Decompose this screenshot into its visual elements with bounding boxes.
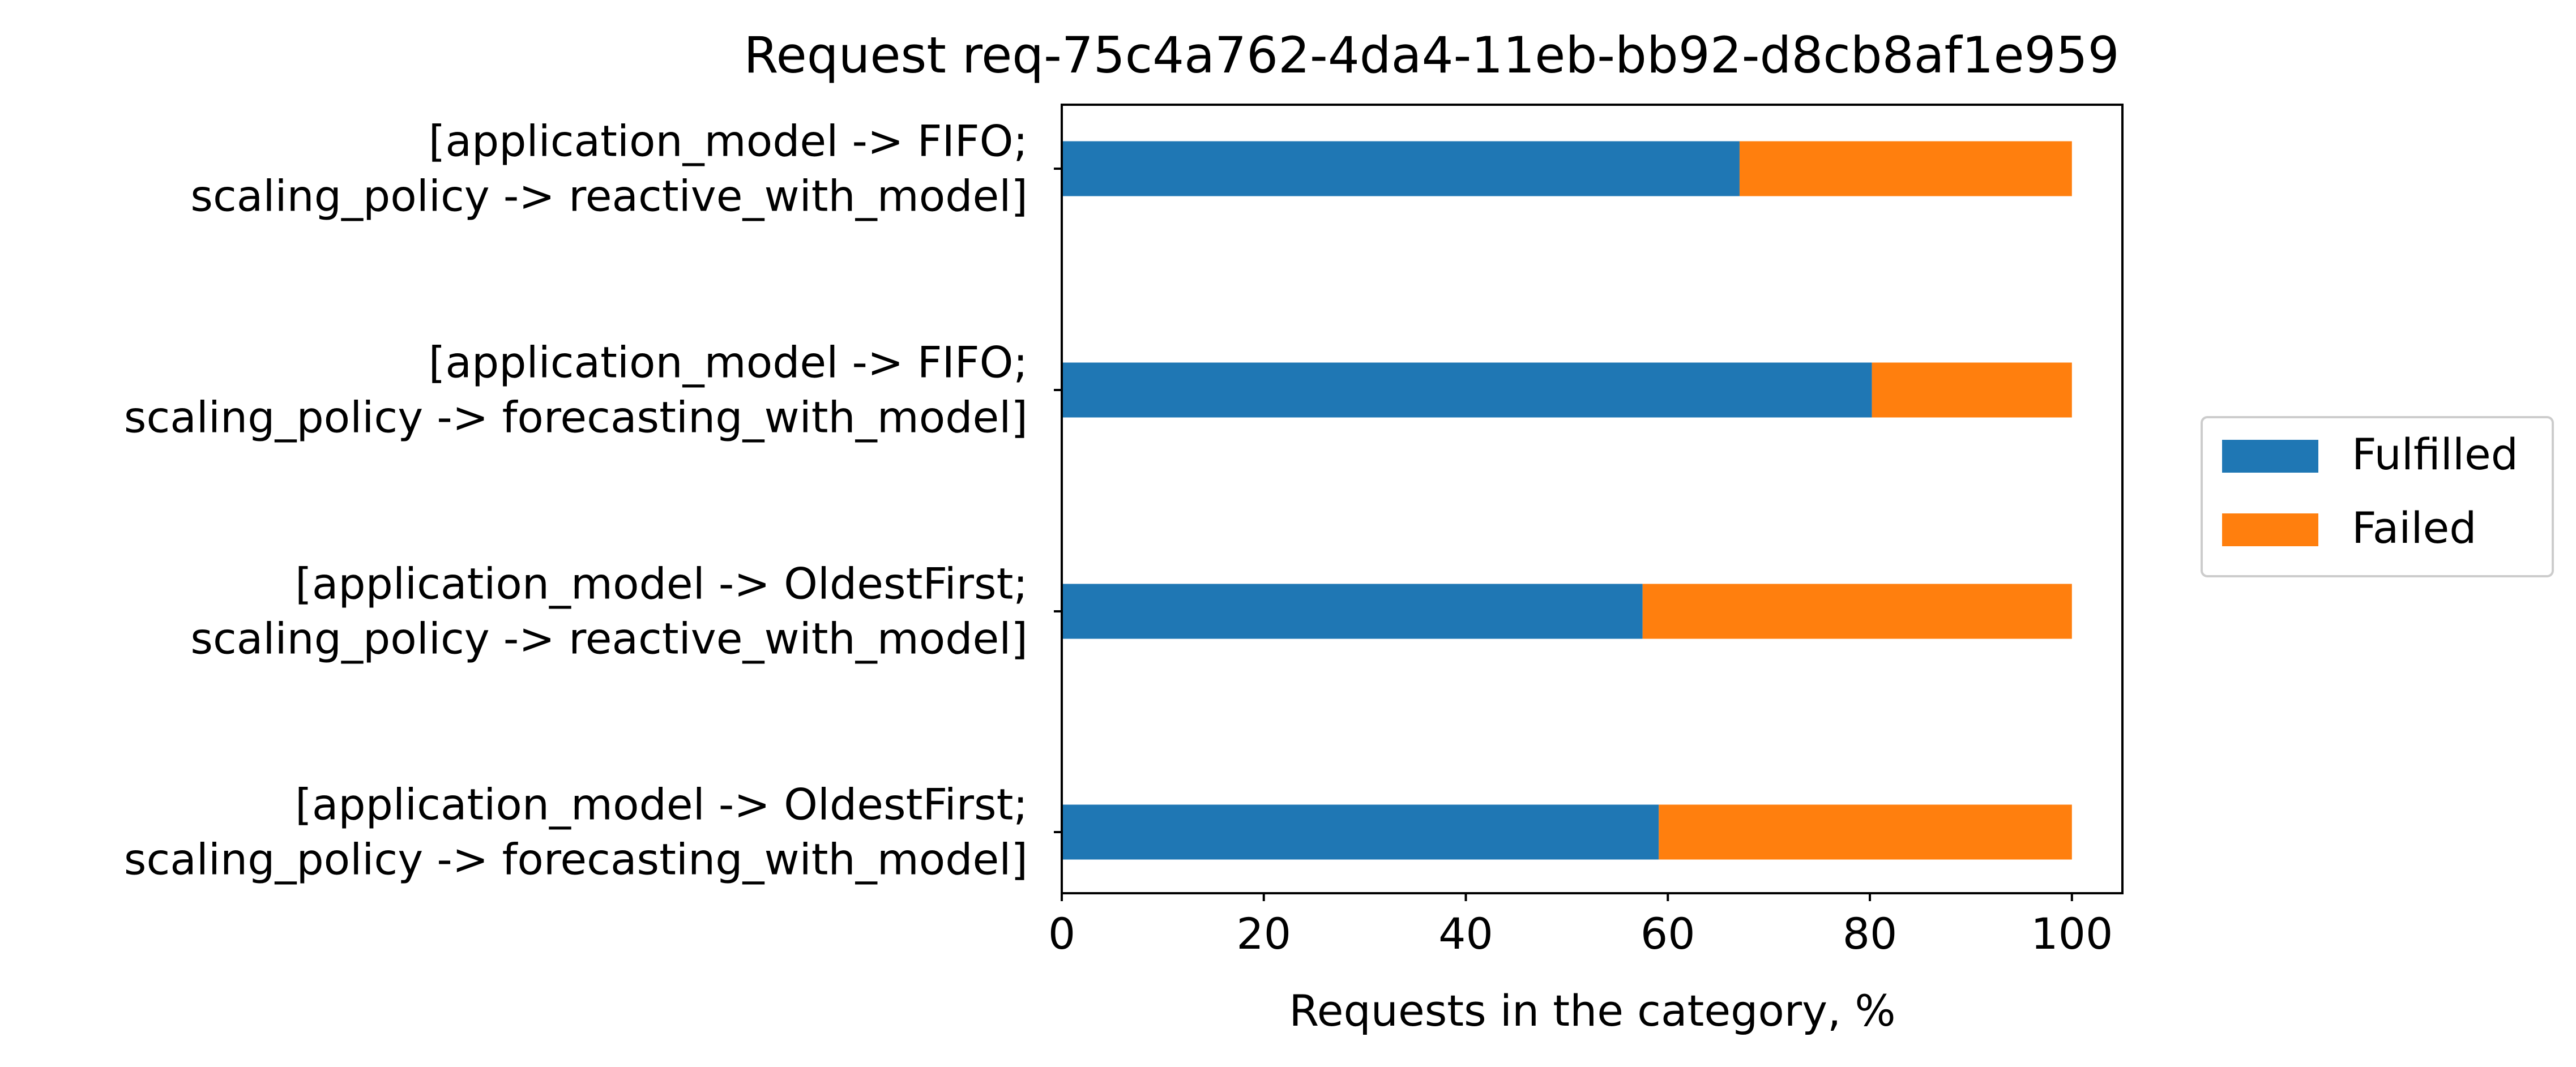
plot-frame xyxy=(1061,104,2124,894)
x-tick-label-100: 100 xyxy=(2031,909,2113,959)
x-tick-label-20: 20 xyxy=(1236,909,1291,959)
chart-title: Request req-75c4a762-4da4-11eb-bb92-d8cb… xyxy=(744,26,2119,84)
y-tick-label-2-line-1: [application_model -> FIFO; xyxy=(429,337,1028,388)
x-axis-label: Requests in the category, % xyxy=(1289,985,1895,1036)
y-tick-label-4-line-1: [application_model -> OldestFirst; xyxy=(295,779,1028,830)
y-tick-label-1-line-2: scaling_policy -> reactive_with_model] xyxy=(190,171,1028,221)
x-tick-label-60: 60 xyxy=(1641,909,1695,959)
y-tick-label-2-line-2: scaling_policy -> forecasting_with_model… xyxy=(124,392,1028,443)
legend-label-fulfilled: Fulfilled xyxy=(2352,429,2518,479)
bar-failed-2 xyxy=(1872,362,2072,418)
x-axis: 0 20 40 60 80 100 xyxy=(1048,893,2113,959)
bar-failed-4 xyxy=(1659,804,2072,860)
legend: Fulfilled Failed xyxy=(2201,416,2554,577)
x-tick-label-0: 0 xyxy=(1048,909,1075,959)
y-axis: [application_model -> FIFO;scaling_polic… xyxy=(124,116,1062,885)
y-tick-label-1-line-1: [application_model -> FIFO; xyxy=(429,116,1028,166)
bar-fulfilled-1 xyxy=(1062,141,1740,196)
legend-swatch-fulfilled xyxy=(2222,440,2318,473)
bar-fulfilled-2 xyxy=(1062,362,1872,418)
x-tick-label-80: 80 xyxy=(1843,909,1898,959)
bar-fulfilled-4 xyxy=(1062,804,1659,860)
bar-fulfilled-3 xyxy=(1062,584,1643,639)
legend-label-failed: Failed xyxy=(2352,503,2477,553)
bars-layer xyxy=(1062,141,2072,860)
legend-swatch-failed xyxy=(2222,513,2318,546)
x-tick-label-40: 40 xyxy=(1438,909,1493,959)
bar-failed-3 xyxy=(1642,584,2072,639)
y-tick-label-4-line-2: scaling_policy -> forecasting_with_model… xyxy=(124,834,1028,885)
bar-failed-1 xyxy=(1739,141,2072,196)
y-tick-label-3-line-1: [application_model -> OldestFirst; xyxy=(295,559,1028,609)
y-tick-label-3-line-2: scaling_policy -> reactive_with_model] xyxy=(190,614,1028,664)
